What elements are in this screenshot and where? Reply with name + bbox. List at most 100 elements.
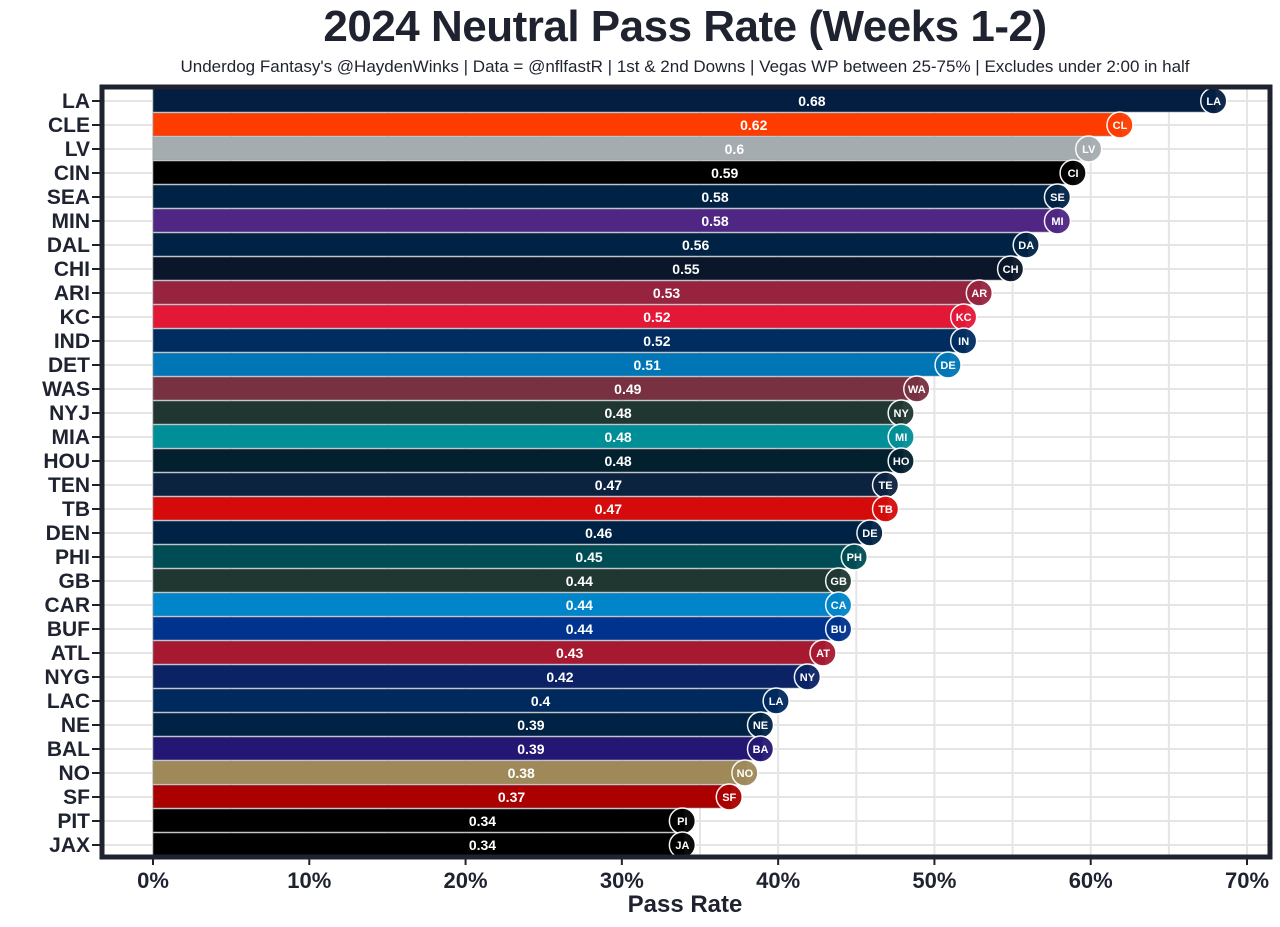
svg-text:AT: AT <box>816 648 830 660</box>
svg-text:NY: NY <box>800 672 816 684</box>
jaguars-head-icon: JA <box>668 831 697 859</box>
giants-ny-icon: NY <box>793 663 822 691</box>
y-tick-label-phi: PHI <box>55 546 90 569</box>
bar-nyg <box>152 664 810 689</box>
x-tick-label: 60% <box>1069 868 1113 893</box>
svg-text:PI: PI <box>677 816 687 828</box>
svg-text:MI: MI <box>1051 216 1063 228</box>
value-label-lv: 0.6 <box>725 141 745 157</box>
bar-chi <box>152 256 1013 281</box>
x-tick-label: 20% <box>444 868 488 893</box>
svg-text:IN: IN <box>958 336 969 348</box>
value-label-phi: 0.45 <box>575 549 602 565</box>
jets-oval-icon: NY <box>887 399 915 427</box>
svg-text:NE: NE <box>753 720 768 732</box>
svg-text:LV: LV <box>1082 144 1096 156</box>
value-label-pit: 0.34 <box>469 813 496 829</box>
bengals-b-icon: CI <box>1059 159 1087 187</box>
bar-phi <box>152 544 857 569</box>
x-axis-label: Pass Rate <box>628 891 743 918</box>
value-label-ari: 0.53 <box>653 285 680 301</box>
bears-c-icon: CH <box>996 255 1025 283</box>
value-label-tb: 0.47 <box>595 501 622 517</box>
steelers-icon: PI <box>668 807 697 835</box>
saints-fleur-icon: NO <box>731 759 759 787</box>
y-tick-label-atl: ATL <box>51 642 90 665</box>
chargers-bolt-icon: LA <box>762 687 790 715</box>
svg-text:BU: BU <box>831 624 847 636</box>
svg-text:SE: SE <box>1050 192 1065 204</box>
y-tick-label-jax: JAX <box>49 834 90 857</box>
bar-sea <box>152 184 1060 209</box>
titans-t-icon: TE <box>871 471 900 499</box>
y-tick-label-pit: PIT <box>57 810 90 833</box>
value-label-car: 0.44 <box>566 597 593 613</box>
vikings-head-icon: MI <box>1043 207 1072 235</box>
value-label-nyg: 0.42 <box>546 669 573 685</box>
bar-car <box>152 592 841 617</box>
broncos-head-icon: DE <box>856 519 884 547</box>
ravens-head-icon: BA <box>746 735 775 763</box>
svg-text:PH: PH <box>847 552 862 564</box>
plot-frame <box>99 84 1273 860</box>
svg-text:CI: CI <box>1068 168 1079 180</box>
bar-atl <box>152 640 826 665</box>
svg-text:CH: CH <box>1003 264 1019 276</box>
y-tick-label-ind: IND <box>54 330 90 353</box>
bar-pit <box>152 808 685 833</box>
eagles-head-icon: PH <box>840 543 869 571</box>
value-label-kc: 0.52 <box>643 309 670 325</box>
value-label-jax: 0.34 <box>469 837 496 853</box>
bar-kc <box>152 304 966 329</box>
svg-text:LA: LA <box>769 696 784 708</box>
lions-icon: DE <box>934 351 962 379</box>
svg-text:DA: DA <box>1018 240 1034 252</box>
bar-cle <box>152 112 1123 137</box>
svg-text:CA: CA <box>831 600 847 612</box>
49ers-oval-icon: SF <box>715 783 744 811</box>
svg-text:MI: MI <box>895 432 907 444</box>
bar-gb <box>152 568 841 593</box>
svg-text:HO: HO <box>893 456 910 468</box>
patriots-icon: NE <box>746 711 775 739</box>
value-label-den: 0.46 <box>585 525 612 541</box>
value-label-dal: 0.56 <box>682 237 709 253</box>
bar-lv <box>152 136 1092 161</box>
y-tick-label-lac: LAC <box>47 690 90 713</box>
value-label-la: 0.68 <box>798 93 825 109</box>
svg-text:AR: AR <box>971 288 987 300</box>
value-label-was: 0.49 <box>614 381 641 397</box>
bar-lac <box>152 688 779 713</box>
y-tick-label-chi: CHI <box>54 258 90 281</box>
browns-helmet-icon: CL <box>1106 111 1134 139</box>
svg-text:JA: JA <box>675 840 689 852</box>
y-tick-label-nyj: NYJ <box>49 402 90 425</box>
value-label-ten: 0.47 <box>595 477 622 493</box>
svg-text:NO: NO <box>737 768 754 780</box>
bar-den <box>152 520 873 545</box>
svg-text:TE: TE <box>879 480 893 492</box>
bar-no <box>152 760 748 785</box>
x-tick-label: 70% <box>1225 868 1269 893</box>
bar-tb <box>152 496 888 521</box>
value-label-cin: 0.59 <box>711 165 738 181</box>
value-label-atl: 0.43 <box>556 645 583 661</box>
bar-ten <box>152 472 888 497</box>
bar-la <box>152 88 1217 113</box>
value-label-lac: 0.4 <box>531 693 551 709</box>
svg-text:GB: GB <box>830 576 847 588</box>
value-label-mia: 0.48 <box>604 429 631 445</box>
value-label-ind: 0.52 <box>643 333 670 349</box>
y-tick-label-min: MIN <box>52 210 91 233</box>
y-tick-label-dal: DAL <box>47 234 90 257</box>
value-label-sea: 0.58 <box>701 189 728 205</box>
x-tick-label: 40% <box>756 868 800 893</box>
y-tick-label-la: LA <box>62 90 90 113</box>
x-axis: 0% 10% 20% 30% 40% 50% 60% 70% <box>137 857 1269 893</box>
value-label-cle: 0.62 <box>740 117 767 133</box>
value-label-det: 0.51 <box>634 357 661 373</box>
value-label-chi: 0.55 <box>672 261 699 277</box>
bar-det <box>152 352 951 377</box>
cowboys-star-icon: DA <box>1012 231 1040 259</box>
svg-text:DE: DE <box>940 360 955 372</box>
